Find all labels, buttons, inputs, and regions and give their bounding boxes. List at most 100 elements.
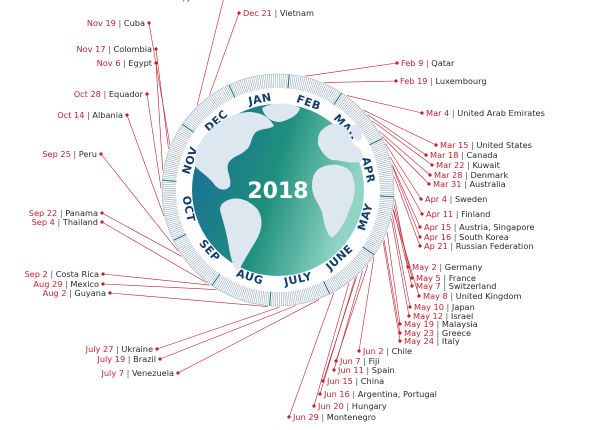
day-tick xyxy=(351,109,362,120)
day-tick xyxy=(352,110,364,121)
day-tick xyxy=(308,287,314,301)
day-tick xyxy=(296,290,300,305)
day-tick xyxy=(318,83,325,97)
day-tick xyxy=(342,99,352,112)
launch-date: Sep 4 xyxy=(32,217,55,227)
day-tick xyxy=(343,267,354,279)
label-separator: | xyxy=(461,179,469,189)
day-tick xyxy=(375,218,390,223)
day-tick xyxy=(215,275,224,288)
launch-country: Spain xyxy=(372,365,395,375)
launch-date: Apr 11 xyxy=(426,209,453,219)
day-tick xyxy=(338,271,347,284)
label-separator: | xyxy=(48,269,56,279)
launch-date: Mar 31 xyxy=(433,179,461,189)
day-tick xyxy=(166,219,181,224)
label-separator: | xyxy=(468,140,476,150)
launch-date: Apr 4 xyxy=(425,194,447,204)
launch-country: France xyxy=(449,273,476,283)
leader-dot xyxy=(410,284,414,288)
day-tick xyxy=(184,120,197,130)
day-tick xyxy=(372,228,386,234)
label-separator: | xyxy=(447,194,455,204)
day-tick xyxy=(162,195,177,197)
day-tick xyxy=(322,281,331,295)
day-tick xyxy=(346,265,357,277)
day-tick xyxy=(255,76,259,90)
day-tick xyxy=(226,85,234,99)
day-tick xyxy=(240,286,246,300)
day-tick xyxy=(335,274,344,286)
launch-date: Mar 28 xyxy=(434,170,462,180)
leader-dot xyxy=(398,339,402,343)
label-separator: | xyxy=(443,311,451,321)
day-tick xyxy=(375,155,389,160)
day-tick xyxy=(303,77,308,92)
day-tick xyxy=(373,226,387,233)
launch-label: May 10 | Japan xyxy=(414,302,475,312)
day-tick xyxy=(168,222,182,228)
label-separator: | xyxy=(272,8,280,18)
leader-line xyxy=(393,176,421,247)
launch-country: Japan xyxy=(451,302,475,312)
leader-dot xyxy=(398,331,402,335)
day-tick xyxy=(361,248,374,257)
day-tick xyxy=(241,79,247,94)
day-tick xyxy=(377,164,392,169)
day-tick xyxy=(340,98,350,110)
launch-date: Mar 4 xyxy=(426,108,449,118)
day-tick xyxy=(341,269,351,282)
launch-date: Ap 21 xyxy=(424,241,448,251)
day-tick xyxy=(230,83,237,97)
day-tick xyxy=(177,130,191,139)
launch-label: May 8 | United Kingdom xyxy=(423,291,521,301)
leader-dot xyxy=(99,152,103,156)
day-tick xyxy=(223,87,231,101)
day-tick xyxy=(364,243,377,252)
day-tick xyxy=(236,81,242,95)
day-tick xyxy=(351,260,362,271)
day-tick xyxy=(374,221,389,227)
day-tick xyxy=(162,179,177,182)
day-tick xyxy=(379,178,394,181)
day-tick xyxy=(379,180,394,183)
day-tick xyxy=(211,273,221,286)
launch-country: Fiji xyxy=(369,356,380,366)
leader-line xyxy=(305,62,398,77)
launch-date: Dec 13 xyxy=(151,0,180,2)
launch-country: South Korea xyxy=(459,232,509,242)
day-tick xyxy=(170,147,184,153)
launch-label: Jun 20 | Hungary xyxy=(317,401,387,411)
day-tick xyxy=(366,240,379,249)
day-tick xyxy=(374,151,388,157)
day-tick xyxy=(284,291,286,306)
leader-line xyxy=(363,109,437,146)
day-tick xyxy=(247,288,252,303)
day-tick xyxy=(163,172,178,175)
label-separator: | xyxy=(116,18,124,28)
day-tick xyxy=(321,281,329,295)
day-tick xyxy=(378,207,393,211)
day-tick xyxy=(196,107,207,118)
launch-country: Guyana xyxy=(74,288,106,298)
launch-label: May 7 | Switzerland xyxy=(416,281,496,291)
day-tick xyxy=(287,74,290,89)
day-tick xyxy=(173,233,187,241)
day-tick xyxy=(298,76,302,91)
day-tick xyxy=(229,282,236,296)
launch-label: Aug 2 | Guyana xyxy=(43,288,106,298)
day-tick xyxy=(179,127,193,136)
day-tick xyxy=(210,272,219,285)
label-separator: | xyxy=(361,356,369,366)
day-tick xyxy=(214,92,223,105)
day-tick xyxy=(379,176,394,179)
day-tick xyxy=(166,158,180,163)
leader-line xyxy=(389,156,423,215)
day-tick xyxy=(213,93,222,106)
label-separator: | xyxy=(344,401,352,411)
launch-date: July 27 xyxy=(85,344,114,354)
day-tick xyxy=(225,280,233,294)
launch-country: Chile xyxy=(392,346,413,356)
